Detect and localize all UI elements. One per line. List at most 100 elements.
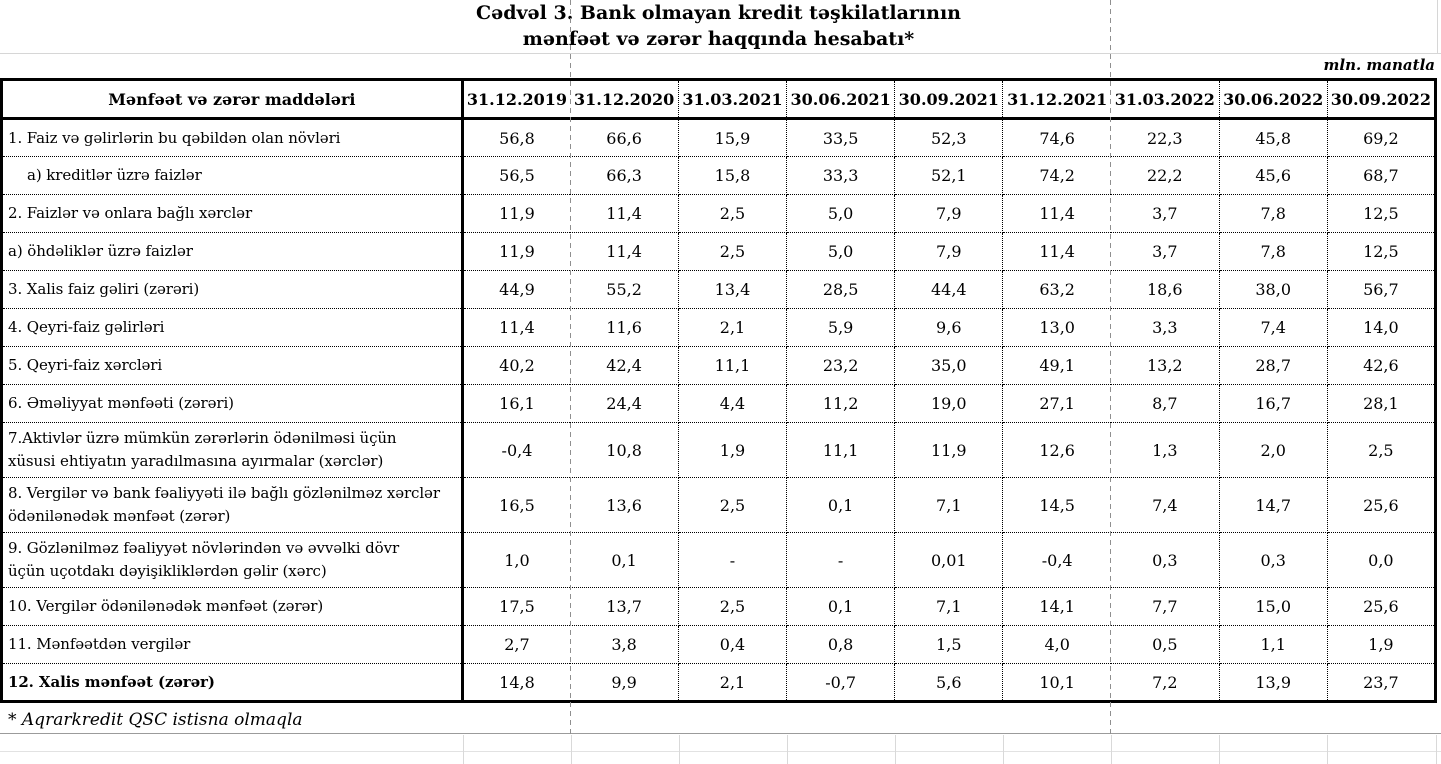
row-label-cell[interactable]: 5. Qeyri-faiz xərcləri: [1, 346, 464, 385]
value-cell[interactable]: 15,0: [1219, 587, 1328, 626]
value-cell[interactable]: 2,1: [678, 663, 788, 702]
value-cell[interactable]: 42,6: [1327, 346, 1436, 385]
value-cell[interactable]: 1,9: [1327, 625, 1436, 664]
value-cell[interactable]: 2,5: [678, 587, 788, 626]
value-cell[interactable]: 19,0: [894, 384, 1004, 423]
value-cell[interactable]: 38,0: [1219, 270, 1328, 309]
value-cell[interactable]: 12,5: [1327, 194, 1436, 233]
column-header-cell[interactable]: 31.03.2022: [1110, 79, 1220, 120]
value-cell[interactable]: 5,0: [786, 232, 896, 271]
value-cell[interactable]: 13,7: [570, 587, 679, 626]
value-cell[interactable]: 45,8: [1219, 118, 1328, 157]
value-cell[interactable]: 0,5: [1110, 625, 1220, 664]
value-cell[interactable]: 52,3: [894, 118, 1004, 157]
value-cell[interactable]: 22,3: [1110, 118, 1220, 157]
value-cell[interactable]: 10,8: [570, 422, 679, 478]
value-cell[interactable]: 0,4: [678, 625, 788, 664]
value-cell[interactable]: 2,7: [462, 625, 571, 664]
value-cell[interactable]: -0,4: [462, 422, 571, 478]
value-cell[interactable]: 4,4: [678, 384, 788, 423]
value-cell[interactable]: 1,3: [1110, 422, 1220, 478]
value-cell[interactable]: 2,5: [678, 477, 788, 533]
value-cell[interactable]: 28,1: [1327, 384, 1436, 423]
value-cell[interactable]: 66,3: [570, 156, 679, 195]
value-cell[interactable]: 14,1: [1002, 587, 1111, 626]
value-cell[interactable]: 12,6: [1002, 422, 1111, 478]
row-label-cell[interactable]: a) kreditlər üzrə faizlər: [1, 156, 464, 195]
value-cell[interactable]: 11,4: [570, 232, 679, 271]
value-cell[interactable]: 28,7: [1219, 346, 1328, 385]
value-cell[interactable]: 11,4: [1002, 232, 1111, 271]
value-cell[interactable]: 17,5: [462, 587, 571, 626]
row-label-cell[interactable]: a) öhdəliklər üzrə faizlər: [1, 232, 464, 271]
value-cell[interactable]: 14,5: [1002, 477, 1111, 533]
value-cell[interactable]: 11,1: [678, 346, 788, 385]
value-cell[interactable]: 2,1: [678, 308, 788, 347]
value-cell[interactable]: 22,2: [1110, 156, 1220, 195]
value-cell[interactable]: 12,5: [1327, 232, 1436, 271]
value-cell[interactable]: 56,8: [462, 118, 571, 157]
value-cell[interactable]: 13,9: [1219, 663, 1328, 702]
value-cell[interactable]: 5,0: [786, 194, 896, 233]
value-cell[interactable]: 2,0: [1219, 422, 1328, 478]
value-cell[interactable]: 13,6: [570, 477, 679, 533]
column-header-cell[interactable]: 31.12.2019: [462, 79, 571, 120]
value-cell[interactable]: 5,6: [894, 663, 1004, 702]
value-cell[interactable]: 10,1: [1039, 672, 1075, 692]
column-header-cell[interactable]: 31.12.2021: [1002, 79, 1111, 120]
value-cell[interactable]: 1,5: [894, 625, 1004, 664]
value-cell[interactable]: 40,2: [462, 346, 571, 385]
value-cell[interactable]: 3,3: [1110, 308, 1220, 347]
value-cell[interactable]: 11,2: [786, 384, 896, 423]
value-cell[interactable]: 7,4: [1219, 308, 1328, 347]
value-cell[interactable]: 42,4: [570, 346, 679, 385]
column-header-cell[interactable]: 30.06.2022: [1219, 79, 1328, 120]
value-cell[interactable]: 7,8: [1219, 194, 1328, 233]
value-cell[interactable]: 63,2: [1002, 270, 1111, 309]
value-cell[interactable]: 9,9: [570, 663, 679, 702]
value-cell[interactable]: 3,7: [1110, 194, 1220, 233]
value-cell[interactable]: 13,0: [1002, 308, 1111, 347]
row-label-cell[interactable]: 12. Xalis mənfəət (zərər): [1, 663, 464, 702]
value-cell[interactable]: 25,6: [1327, 587, 1436, 626]
value-cell[interactable]: 18,6: [1110, 270, 1220, 309]
value-cell[interactable]: 7,7: [1110, 587, 1220, 626]
value-cell[interactable]: 13,4: [678, 270, 788, 309]
value-cell[interactable]: 23,2: [786, 346, 896, 385]
value-cell[interactable]: 11,4: [570, 194, 679, 233]
row-label-cell[interactable]: 11. Mənfəətdən vergilər: [1, 625, 464, 664]
value-cell[interactable]: 8,7: [1110, 384, 1220, 423]
value-cell[interactable]: 9,6: [894, 308, 1004, 347]
value-cell[interactable]: 16,1: [462, 384, 571, 423]
value-cell[interactable]: 44,9: [462, 270, 571, 309]
column-header-cell[interactable]: 30.09.2022: [1327, 79, 1436, 120]
value-cell[interactable]: 25,6: [1327, 477, 1436, 533]
value-cell[interactable]: 23,7: [1363, 672, 1399, 692]
value-cell[interactable]: 11,9: [894, 422, 1004, 478]
column-header-cell[interactable]: 30.09.2021: [894, 79, 1004, 120]
value-cell[interactable]: -: [786, 532, 896, 588]
value-cell[interactable]: 0,1: [570, 532, 679, 588]
row-label-cell[interactable]: 2. Faizlər və onlara bağlı xərclər: [1, 194, 464, 233]
row-label-cell[interactable]: 6. Əməliyyat mənfəəti (zərəri): [1, 384, 464, 423]
value-cell[interactable]: -0,4: [1002, 532, 1111, 588]
value-cell[interactable]: 14,7: [1219, 477, 1328, 533]
value-cell[interactable]: 1,0: [462, 532, 571, 588]
value-cell[interactable]: 14,0: [1327, 308, 1436, 347]
value-cell[interactable]: 68,7: [1327, 156, 1436, 195]
value-cell[interactable]: 1,1: [1219, 625, 1328, 664]
value-cell[interactable]: 3,7: [1110, 232, 1220, 271]
row-label-cell[interactable]: 8. Vergilər və bank fəaliyyəti ilə bağlı…: [1, 477, 464, 533]
value-cell[interactable]: 16,7: [1219, 384, 1328, 423]
value-cell[interactable]: 13,2: [1110, 346, 1220, 385]
value-cell[interactable]: 11,6: [570, 308, 679, 347]
value-cell[interactable]: 7,1: [894, 587, 1004, 626]
value-cell[interactable]: 55,2: [570, 270, 679, 309]
value-cell[interactable]: 33,5: [786, 118, 896, 157]
value-cell[interactable]: 0,01: [894, 532, 1004, 588]
value-cell[interactable]: 11,4: [462, 308, 571, 347]
value-cell[interactable]: 35,0: [894, 346, 1004, 385]
value-cell[interactable]: 45,6: [1219, 156, 1328, 195]
column-header-cell[interactable]: 30.06.2021: [786, 79, 896, 120]
value-cell[interactable]: 2,5: [1327, 422, 1436, 478]
